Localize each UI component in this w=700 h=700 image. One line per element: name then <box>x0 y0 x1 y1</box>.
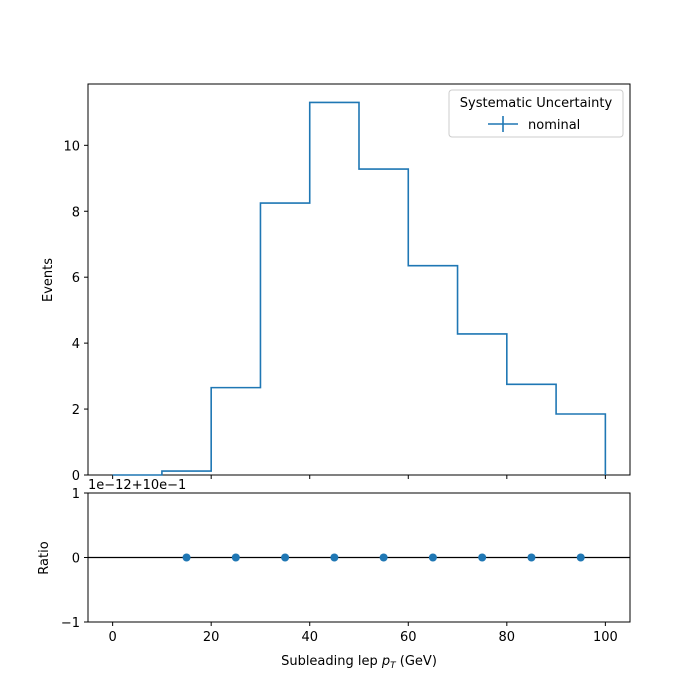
ratio-point <box>428 553 437 562</box>
main-y-tick-label: 6 <box>72 271 80 286</box>
ratio-y-tick-label: 0 <box>72 552 80 567</box>
main-y-tick-label: 8 <box>72 205 80 220</box>
ratio-point <box>281 553 290 562</box>
ratio-x-ticks: 0 20 40 60 80 100 <box>108 622 618 645</box>
legend-box <box>448 89 624 138</box>
ratio-x-tick-label: 100 <box>593 630 618 645</box>
main-plot-frame <box>87 83 631 476</box>
ratio-points <box>182 553 585 562</box>
x-axis-label: Subleading lep pT (GeV) <box>281 654 437 671</box>
ratio-x-tick-label: 20 <box>203 630 220 645</box>
legend-entry-nominal: nominal <box>528 118 580 133</box>
x-axis-label-subscript: T <box>390 661 397 671</box>
ratio-x-tick-label: 0 <box>108 630 116 645</box>
legend-title: Systematic Uncertainty <box>460 96 613 111</box>
main-y-tick-label: 4 <box>72 337 80 352</box>
ratio-y-ticks: −1 0 1 <box>61 487 88 631</box>
ratio-x-tick-label: 40 <box>301 630 318 645</box>
ratio-y-axis-label: Ratio <box>37 541 52 574</box>
main-y-ticks: 0 2 4 6 8 10 <box>63 139 88 484</box>
ratio-point <box>478 553 487 562</box>
histogram-step-line <box>112 101 607 476</box>
ratio-point <box>379 553 388 562</box>
ratio-point <box>527 553 536 562</box>
main-y-tick-label: 0 <box>72 469 80 484</box>
ratio-point <box>231 553 240 562</box>
ratio-point <box>576 553 585 562</box>
ratio-point <box>330 553 339 562</box>
ratio-offset-text: 1e−12+10e−1 <box>88 478 186 493</box>
ratio-panel: −101 0 20 40 60 80 100 1e−12+10e−1 Ratio Subl… <box>37 478 631 671</box>
x-axis-label-prefix: Subleading lep <box>281 654 382 669</box>
x-axis-label-suffix: (GeV) <box>396 654 437 669</box>
x-axis-label-math: p <box>381 654 390 669</box>
main-y-axis-label: Events <box>41 258 56 302</box>
main-x-ticks <box>112 475 606 479</box>
main-y-tick-label: 10 <box>63 139 80 154</box>
ratio-x-tick-label: 80 <box>499 630 516 645</box>
ratio-y-tick-label: −1 <box>61 616 80 631</box>
ratio-x-tick-label: 60 <box>400 630 417 645</box>
ratio-point <box>182 553 191 562</box>
legend: Systematic Uncertainty nominal <box>448 89 624 138</box>
ratio-y-tick-label: 1 <box>72 487 80 502</box>
main-panel: 0 2 4 6 8 10 Events Systematic Uncertainty no… <box>41 83 631 484</box>
main-y-tick-label: 2 <box>72 403 80 418</box>
